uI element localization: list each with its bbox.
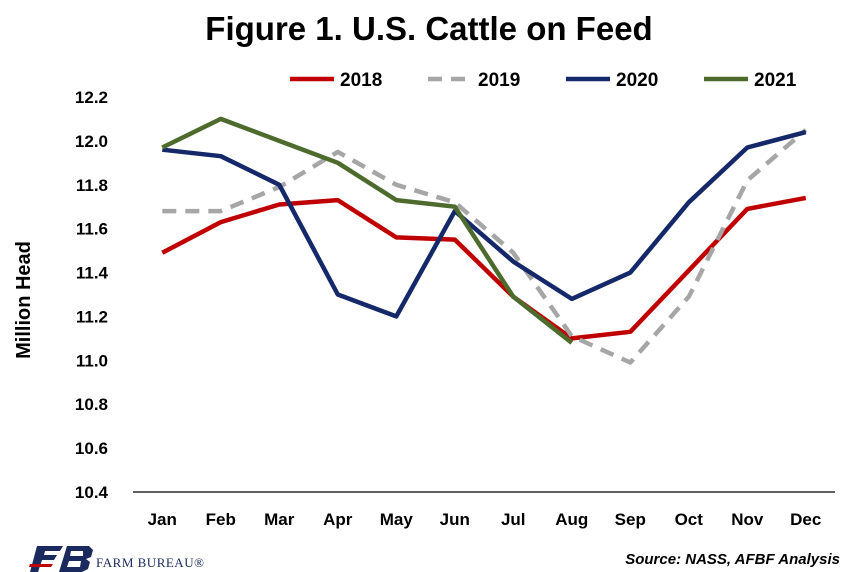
x-tick-label: Aug <box>555 510 588 529</box>
y-tick-label: 11.0 <box>76 351 108 370</box>
series-line-2020 <box>162 129 807 319</box>
series-line-2018 <box>161 195 807 341</box>
y-tick-label: 12.2 <box>75 88 108 107</box>
x-tick-label: Feb <box>206 510 236 529</box>
y-tick-label: 11.8 <box>76 176 108 195</box>
x-tick-label: Dec <box>790 510 821 529</box>
brand-name: FARM BUREAU® <box>96 555 204 570</box>
y-axis: 10.4 10.6 10.8 11.0 11.2 11.4 11.6 11.8 12.0 12.2 <box>75 88 109 502</box>
legend-label-2018: 2018 <box>340 70 382 91</box>
legend-label-2021: 2021 <box>754 70 797 91</box>
series-line-2021 <box>161 116 574 345</box>
legend-label-2020: 2020 <box>616 70 658 91</box>
y-tick-label: 11.6 <box>76 220 108 239</box>
y-tick-label: 11.2 <box>76 307 108 326</box>
x-tick-label: Jul <box>501 510 526 529</box>
y-axis-label: Million Head <box>13 241 35 359</box>
fb-logo-icon <box>29 546 93 572</box>
x-tick-label: Jan <box>148 510 177 529</box>
source-note: Source: NASS, AFBF Analysis <box>625 551 840 568</box>
x-tick-label: Nov <box>731 510 764 529</box>
x-tick-label: Jun <box>440 510 470 529</box>
x-tick-label: Apr <box>323 510 353 529</box>
legend-label-2019: 2019 <box>478 70 520 91</box>
chart-title: Figure 1. U.S. Cattle on Feed <box>205 10 652 47</box>
x-tick-label: Sep <box>615 510 646 529</box>
y-tick-label: 11.4 <box>76 264 109 283</box>
y-tick-label: 10.6 <box>75 439 108 458</box>
series-lines <box>161 116 808 365</box>
x-axis: Jan Feb Mar Apr May Jun Jul Aug Sep Oct Nov Dec <box>148 510 822 529</box>
legend: 2018 2019 2020 2021 <box>290 70 797 91</box>
y-tick-label: 12.0 <box>75 132 108 151</box>
farm-bureau-logo: FARM BUREAU® <box>29 546 204 572</box>
x-tick-label: Oct <box>675 510 704 529</box>
x-tick-label: Mar <box>264 510 295 529</box>
series-line-2019 <box>162 128 808 365</box>
x-tick-label: May <box>380 510 414 529</box>
y-tick-label: 10.8 <box>75 395 108 414</box>
y-tick-label: 10.4 <box>75 483 109 502</box>
